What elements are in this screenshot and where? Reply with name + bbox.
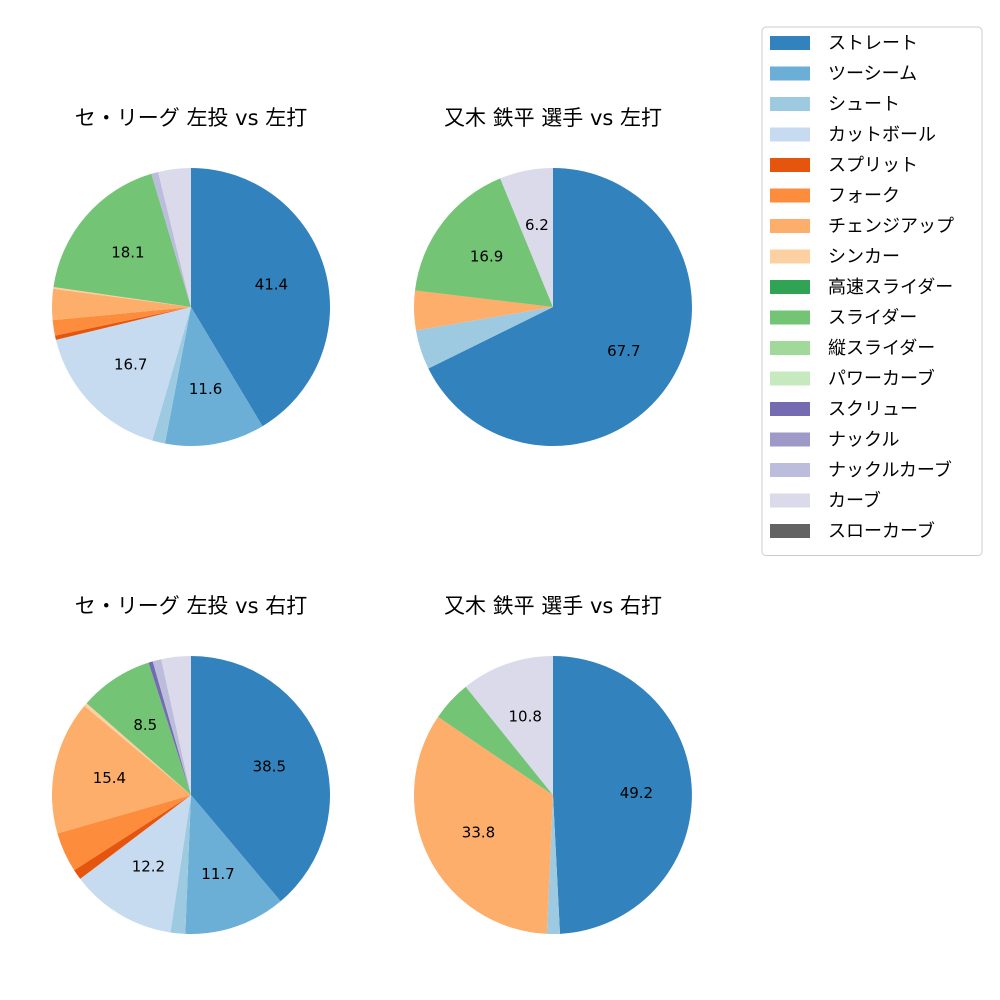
pie-slice — [191, 656, 331, 902]
chart-title: セ・リーグ 左投 vs 左打 — [75, 106, 307, 130]
pie-slice — [414, 178, 553, 307]
legend-label: ナックルカーブ — [828, 459, 952, 481]
pie-slice — [414, 290, 553, 331]
chart-title: 又木 鉄平 選手 vs 右打 — [444, 594, 662, 618]
legend-label: シンカー — [828, 247, 900, 268]
legend-label: ツーシーム — [828, 64, 917, 85]
slice-label: 8.5 — [133, 716, 157, 734]
legend-label: 高速スライダー — [828, 277, 953, 298]
legend: ストレートツーシームシュートカットボールスプリットフォークチェンジアップシンカー… — [761, 26, 983, 556]
legend-swatch — [770, 371, 810, 386]
legend-swatch — [770, 432, 810, 447]
legend-swatch — [770, 463, 810, 477]
pie-chart-3: セ・リーグ 左投 vs 右打 38.5 11.7 12.2 15.4 8.5 — [51, 594, 331, 934]
pie-slice — [52, 288, 191, 321]
slice-label: 38.5 — [253, 757, 286, 775]
slice-label: 15.4 — [93, 769, 126, 787]
pie-slice — [428, 167, 693, 447]
pie-slice — [84, 703, 191, 795]
slice-label: 11.7 — [201, 865, 234, 883]
pie-slice — [53, 173, 192, 307]
legend-swatch — [770, 219, 810, 233]
pie-slice — [86, 662, 191, 795]
legend-label: カーブ — [828, 490, 881, 512]
legend-swatch — [770, 97, 810, 111]
pie-slice — [57, 795, 192, 871]
pie-slice — [416, 307, 553, 369]
pie-slice — [152, 307, 191, 444]
slice-label: 49.2 — [620, 784, 653, 802]
pie-slice — [185, 795, 281, 934]
pie-slice — [52, 307, 192, 336]
slice-label: 16.7 — [114, 356, 147, 374]
pie-slice — [164, 307, 263, 447]
slice-label: 33.8 — [462, 823, 495, 841]
legend-frame — [761, 26, 983, 556]
legend-label: スクリュー — [828, 399, 918, 420]
pie-slice — [80, 795, 191, 933]
legend-label: シュート — [828, 94, 900, 115]
slice-label: 16.9 — [470, 248, 503, 266]
slice-label: 12.2 — [132, 858, 165, 876]
slice-label: 18.1 — [111, 243, 144, 261]
legend-swatch — [770, 249, 810, 264]
pie-slice — [546, 795, 560, 935]
pie-chart-1: セ・リーグ 左投 vs 左打 41.4 11.6 16.7 18.1 — [52, 106, 331, 447]
legend-label: スライダー — [828, 308, 917, 329]
pie-slice — [51, 705, 192, 834]
legend-swatch — [770, 36, 810, 50]
pie-slice — [191, 168, 331, 427]
legend-label: チェンジアップ — [828, 216, 954, 237]
legend-label: 縦スライダー — [828, 338, 935, 359]
slice-label: 67.7 — [607, 342, 640, 360]
pie-slice — [414, 716, 553, 934]
legend-swatch — [770, 127, 810, 142]
legend-swatch — [770, 524, 810, 538]
pie-slice — [158, 168, 191, 307]
pie-slice — [553, 656, 692, 934]
pie-chart-2: 又木 鉄平 選手 vs 左打 67.7 16.9 6.2 — [414, 106, 693, 447]
pie-chart-4: 又木 鉄平 選手 vs 右打 49.2 33.8 10.8 — [414, 594, 692, 935]
pie-slice — [161, 656, 191, 795]
pie-slice — [54, 307, 192, 340]
pie-slice — [465, 656, 553, 795]
pie-slice — [500, 168, 553, 307]
pie-slice — [55, 307, 191, 441]
slice-label: 41.4 — [255, 276, 288, 294]
legend-label: フォーク — [828, 186, 900, 207]
pie-slice — [438, 686, 553, 795]
pie-slice — [152, 659, 191, 795]
legend-label: スプリット — [828, 155, 918, 176]
legend-label: ナックル — [828, 430, 899, 451]
slice-label: 11.6 — [189, 380, 222, 398]
chart-title: セ・リーグ 左投 vs 右打 — [75, 594, 307, 618]
chart-title: 又木 鉄平 選手 vs 左打 — [444, 106, 662, 130]
legend-swatch — [770, 402, 810, 416]
pie-slice — [170, 795, 191, 934]
legend-swatch — [770, 158, 810, 172]
legend-label: パワーカーブ — [828, 368, 935, 390]
legend-swatch — [770, 66, 810, 81]
charts-area: セ・リーグ 左投 vs 左打 41.4 11.6 16.7 18.1 又木 鉄平 選手 v… — [51, 106, 693, 935]
pie-slice — [148, 661, 191, 795]
legend-swatch — [770, 280, 810, 294]
legend-swatch — [770, 341, 810, 355]
pie-slice — [74, 795, 191, 879]
legend-swatch — [770, 493, 810, 508]
pie-slice — [151, 171, 191, 307]
slice-label: 6.2 — [525, 216, 549, 234]
legend-label: ストレート — [828, 33, 918, 54]
legend-label: スローカーブ — [828, 520, 935, 542]
slice-label: 10.8 — [508, 707, 541, 725]
legend-swatch — [770, 310, 810, 325]
legend-swatch — [770, 188, 810, 203]
pie-slice — [53, 286, 192, 307]
legend-label: カットボール — [828, 125, 936, 146]
